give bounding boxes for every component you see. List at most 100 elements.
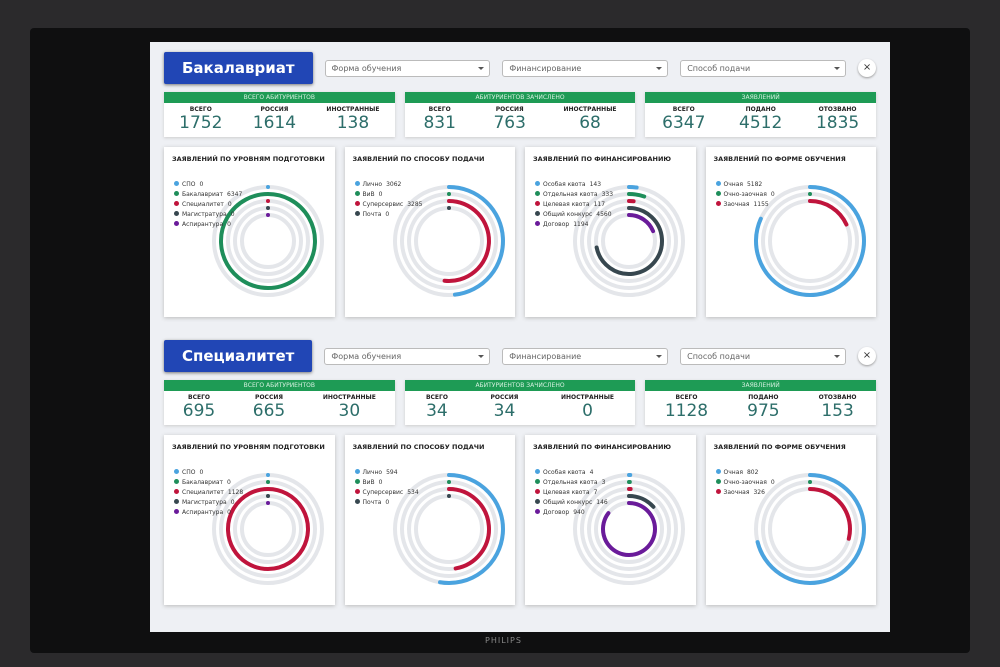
legend-value: 143 bbox=[589, 181, 602, 188]
stat: РОССИЯ 763 bbox=[493, 106, 525, 133]
legend-dot bbox=[354, 469, 360, 474]
close-button[interactable]: × bbox=[857, 347, 876, 365]
dashboard: Бакалавриат Форма обучения Финансирование С… bbox=[150, 42, 890, 632]
legend-value: 0 bbox=[378, 479, 383, 486]
legend: Лично 3062 ВиВ 0 Суперсервис 3285 Почта 0 bbox=[354, 181, 423, 221]
radial-chart: ЗАЯВЛЕНИЙ ПО СПОСОБУ ПОДАЧИ Лично 3062 ВиВ 0… bbox=[344, 147, 515, 317]
ring-arc bbox=[627, 192, 647, 199]
legend-value: 0 bbox=[199, 469, 204, 476]
legend-item: Бакалавриат 0 bbox=[174, 479, 243, 486]
chart-title: ЗАЯВЛЕНИЙ ПО ФОРМЕ ОБУЧЕНИЯ bbox=[713, 155, 846, 163]
stat: РОССИЯ 1614 bbox=[253, 106, 296, 133]
ring-arc bbox=[437, 473, 505, 585]
ring-arc bbox=[446, 487, 491, 571]
legend-item: Заочная 1155 bbox=[715, 201, 775, 208]
radial-chart: ЗАЯВЛЕНИЙ ПО УРОВНЯМ ПОДГОТОВКИ СПО 0 Бакал… bbox=[164, 147, 335, 317]
legend-item: Магистратура 0 bbox=[174, 499, 243, 506]
filter-select[interactable]: Финансирование bbox=[502, 59, 669, 77]
legend-dot bbox=[535, 489, 540, 494]
filter-select[interactable]: Форма обучения bbox=[324, 59, 491, 77]
stat-label: ИНОСТРАННЫЕ bbox=[563, 106, 617, 113]
chart-title: ЗАЯВЛЕНИЙ ПО ФИНАНСИРОВАНИЮ bbox=[533, 155, 672, 163]
stat-value: 34 bbox=[426, 401, 448, 421]
legend-label: Особая квота bbox=[543, 469, 586, 476]
legend-dot bbox=[354, 181, 360, 186]
legend-dot bbox=[174, 469, 179, 474]
legend-item: Суперсервис 3285 bbox=[354, 201, 422, 208]
legend-label: Целевая квота bbox=[543, 489, 590, 496]
legend-value: 0 bbox=[199, 181, 204, 188]
ring-arc bbox=[218, 192, 317, 290]
legend-dot bbox=[715, 479, 721, 484]
legend-value: 4 bbox=[589, 469, 594, 476]
legend-dot bbox=[174, 489, 179, 494]
stat-label: ИНОСТРАННЫЕ bbox=[326, 106, 380, 113]
chart-svg bbox=[753, 185, 866, 297]
section: Бакалавриат Форма обучения Финансирование С… bbox=[164, 50, 877, 338]
stat-value: 138 bbox=[336, 113, 370, 133]
legend-label: Лично bbox=[362, 469, 383, 476]
stat-cards: ВСЕГО АБИТУРИЕНТОВ ВСЕГО 1752 РОССИЯ 1614 ИНО… bbox=[164, 92, 877, 137]
legend-label: СПО bbox=[182, 469, 196, 476]
legend-item: Лично 594 bbox=[354, 469, 419, 476]
legend-value: 117 bbox=[593, 201, 606, 208]
legend: Особая квота 4 Отдельная квота 3 Целевая кво… bbox=[535, 469, 608, 519]
legend-value: 594 bbox=[386, 469, 398, 476]
legend-item: Договор 940 bbox=[535, 509, 608, 516]
legend-label: Суперсервис bbox=[362, 489, 404, 496]
legend-value: 7 bbox=[593, 489, 598, 496]
ring-arc bbox=[225, 487, 310, 571]
legend-dot bbox=[174, 201, 179, 206]
legend-label: СПО bbox=[182, 181, 196, 188]
stat-card-title: ВСЕГО АБИТУРИЕНТОВ bbox=[164, 380, 395, 391]
stat-value: 153 bbox=[821, 401, 854, 421]
legend-item: ВиВ 0 bbox=[354, 191, 423, 198]
stat-card: ВСЕГО АБИТУРИЕНТОВ ВСЕГО 695 РОССИЯ 665 ИНОСТ… bbox=[164, 380, 395, 425]
filter-select[interactable]: Форма обучения bbox=[324, 347, 491, 365]
ring-track bbox=[413, 206, 484, 276]
stat-value: 34 bbox=[493, 401, 516, 421]
stat-row: ВСЕГО 6347 ПОДАНО 4512 ОТОЗВАНО 1835 bbox=[645, 103, 876, 137]
legend-item: Почта 0 bbox=[354, 211, 423, 218]
legend-item: Суперсервис 534 bbox=[354, 489, 419, 496]
legend-item: Общий конкурс 146 bbox=[535, 499, 608, 506]
radial-chart: ЗАЯВЛЕНИЙ ПО ФОРМЕ ОБУЧЕНИЯ Очная 5182 Очно… bbox=[705, 147, 876, 317]
chart-title: ЗАЯВЛЕНИЙ ПО СПОСОБУ ПОДАЧИ bbox=[352, 443, 485, 451]
charts: ЗАЯВЛЕНИЙ ПО УРОВНЯМ ПОДГОТОВКИ СПО 0 Бакал… bbox=[164, 147, 876, 317]
legend-item: Особая квота 143 bbox=[535, 181, 613, 188]
legend-value: 0 bbox=[770, 479, 775, 486]
ring-arc bbox=[627, 185, 639, 190]
stat-label: ВСЕГО bbox=[188, 394, 210, 401]
legend-value: 802 bbox=[746, 469, 759, 476]
legend-value: 5182 bbox=[746, 181, 763, 188]
filter-select[interactable]: Способ подачи bbox=[680, 347, 846, 365]
legend-label: Очно-заочная bbox=[723, 479, 767, 486]
stat-label: ОТОЗВАНО bbox=[818, 106, 857, 113]
legend-value: 1128 bbox=[227, 489, 244, 496]
legend-value: 0 bbox=[385, 211, 390, 218]
stat: ПОДАНО 975 bbox=[747, 394, 779, 421]
ring-arc bbox=[442, 199, 491, 283]
close-button[interactable]: × bbox=[858, 59, 877, 77]
legend-item: Магистратура 0 bbox=[174, 211, 242, 218]
legend-item: Лично 3062 bbox=[354, 181, 423, 188]
stat-label: ПОДАНО bbox=[745, 106, 776, 113]
stat: ВСЕГО 6347 bbox=[662, 106, 705, 133]
legend-dot bbox=[535, 221, 540, 226]
monitor-brand: PHILIPS bbox=[485, 636, 522, 645]
legend-label: Заочная bbox=[723, 489, 750, 496]
legend-label: Магистратура bbox=[182, 499, 227, 506]
legend-label: Бакалавриат bbox=[182, 191, 224, 198]
ring-track bbox=[240, 213, 296, 269]
legend-label: Очно-заочная bbox=[723, 191, 767, 198]
radial-chart: ЗАЯВЛЕНИЙ ПО ФИНАНСИРОВАНИЮ Особая квота 1… bbox=[525, 147, 696, 317]
stat-label: ВСЕГО bbox=[675, 394, 698, 401]
monitor: Бакалавриат Форма обучения Финансирование С… bbox=[30, 28, 970, 653]
legend-item: СПО 0 bbox=[174, 469, 243, 476]
filter-select[interactable]: Финансирование bbox=[502, 347, 669, 365]
legend-label: Договор bbox=[543, 221, 570, 228]
legend-value: 1155 bbox=[753, 201, 769, 208]
legend-item: Очно-заочная 0 bbox=[715, 191, 775, 198]
legend-dot bbox=[535, 211, 540, 216]
filter-select[interactable]: Способ подачи bbox=[680, 59, 847, 77]
